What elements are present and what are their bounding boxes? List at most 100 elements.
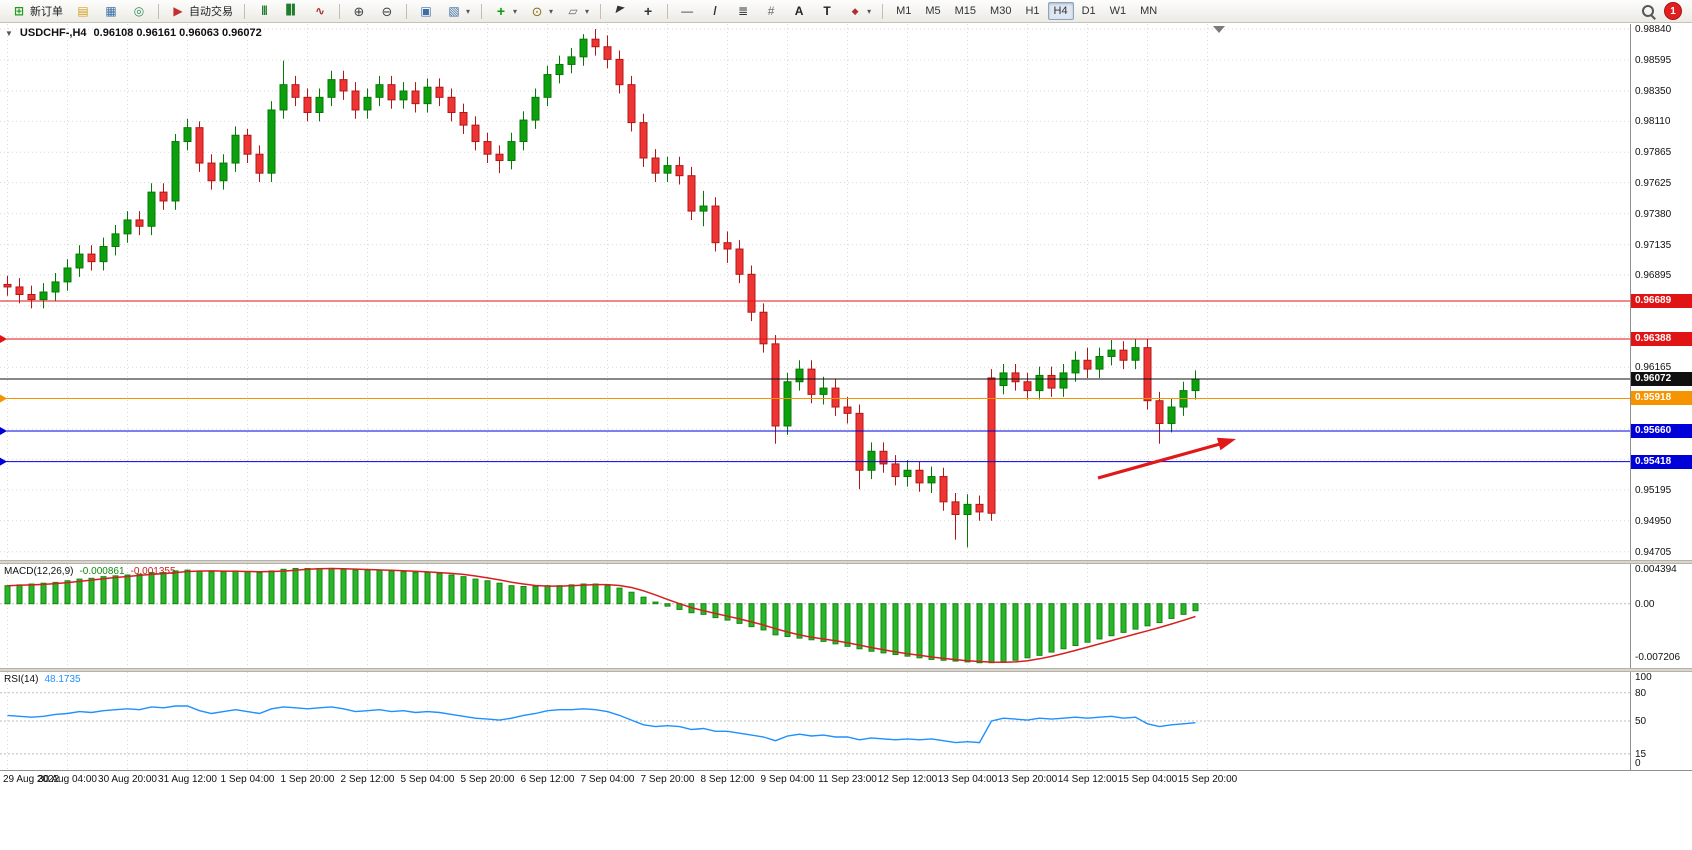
zoom-in-button[interactable]: ⊕: [346, 1, 372, 22]
notification-badge[interactable]: 1: [1664, 2, 1682, 20]
macd-label: MACD(12,26,9): [4, 566, 74, 577]
main-price-pane[interactable]: ▼ USDCHF-,H4 0.96108 0.96161 0.96063 0.9…: [0, 24, 1692, 560]
timeframe-button-h1[interactable]: H1: [1025, 5, 1040, 17]
timeframe-button-w1[interactable]: W1: [1109, 5, 1127, 17]
label-tool-button[interactable]: T: [814, 1, 840, 22]
grid-tool-button[interactable]: #: [758, 1, 784, 22]
data-window-icon: ▦: [105, 4, 117, 18]
price-badge[interactable]: 0.96388: [1631, 332, 1692, 347]
zoom-in-icon: ⊕: [353, 3, 365, 19]
macd-header: MACD(12,26,9) -0.000861 -0.001355: [4, 566, 176, 577]
rsi-plot: [0, 672, 1630, 770]
toolbar-separator: [339, 3, 340, 19]
cascade-windows-button[interactable]: ▧ ▾: [441, 1, 475, 22]
text-tool-button[interactable]: A: [786, 1, 812, 22]
auto-trading-label: 自动交易: [189, 6, 233, 18]
time-axis-label: 30 Aug 04:00: [38, 774, 97, 785]
horizontal-line-tool-button[interactable]: —: [674, 1, 700, 22]
candlestick-button[interactable]: ▋▍: [279, 1, 305, 22]
time-axis-label: 9 Sep 04:00: [760, 774, 815, 785]
fibonacci-tool-button[interactable]: ≣: [730, 1, 756, 22]
time-axis[interactable]: 29 Aug 2022 30 Aug 04:00 30 Aug 20:00 31 Au…: [0, 770, 1692, 790]
price-axis-label: 0.97135: [1635, 239, 1672, 251]
bar-chart-button[interactable]: |||: [251, 1, 277, 22]
price-badge[interactable]: 0.95418: [1631, 454, 1692, 469]
price-badge[interactable]: 0.96072: [1631, 371, 1692, 386]
price-axis-label: 0.98595: [1635, 55, 1672, 67]
dropdown-caret-icon: ▾: [585, 6, 590, 16]
time-axis-label: 2 Sep 12:00: [340, 774, 395, 785]
zoom-out-button[interactable]: ⊖: [374, 1, 400, 22]
indicators-button[interactable]: + ▾: [488, 1, 522, 22]
rsi-axis-label: 100: [1635, 672, 1652, 683]
grid-icon: #: [767, 4, 775, 18]
time-axis-label: 1 Sep 20:00: [280, 774, 335, 785]
trendline-tool-button[interactable]: /: [702, 1, 728, 22]
tile-windows-button[interactable]: ▣: [413, 1, 439, 22]
tile-windows-icon: ▣: [420, 4, 432, 18]
macd-axis-label: 0.004394: [1635, 564, 1677, 575]
toolbar-separator: [667, 3, 669, 19]
auto-trading-button[interactable]: ▶ 自动交易: [165, 1, 238, 22]
price-axis-label: 0.97625: [1635, 177, 1672, 189]
time-axis-label: 15 Sep 20:00: [1177, 774, 1238, 785]
search-icon[interactable]: [1640, 3, 1656, 19]
toolbar-right: 1: [1640, 2, 1686, 20]
timeframe-button-m15[interactable]: M15: [954, 5, 977, 17]
rsi-axis-label: 0: [1635, 758, 1641, 769]
rsi-axis[interactable]: 100 80 50 15 0: [1630, 672, 1692, 770]
label-icon: T: [823, 4, 831, 18]
rsi-label: RSI(14): [4, 674, 39, 685]
price-axis[interactable]: 0.98840 0.98595 0.98350 0.98110 0.97865 0.976…: [1630, 24, 1692, 560]
market-watch-icon: ▤: [77, 4, 89, 18]
price-axis-label: 0.96165: [1635, 362, 1672, 374]
templates-button[interactable]: ▱ ▾: [560, 1, 594, 22]
time-axis-label: 5 Sep 04:00: [400, 774, 455, 785]
timeframe-button-d1[interactable]: D1: [1081, 5, 1096, 17]
new-order-button[interactable]: ⊞ 新订单: [6, 1, 68, 22]
rsi-axis-label: 50: [1635, 716, 1647, 727]
price-axis-label: 0.98110: [1635, 116, 1671, 128]
market-watch-button[interactable]: ▤: [70, 1, 96, 22]
candlestick-plot[interactable]: [0, 24, 1630, 560]
navigator-button[interactable]: ◎: [126, 1, 152, 22]
periods-button[interactable]: ⊙ ▾: [524, 1, 558, 22]
timeframe-group: M1 M5 M15 M30 H1 H4 D1 W1 MN: [889, 2, 1164, 20]
macd-signal-value: -0.001355: [130, 566, 176, 577]
macd-axis[interactable]: 0.004394 0.00 -0.007206: [1630, 564, 1692, 668]
timeframe-button-mn[interactable]: MN: [1140, 5, 1158, 17]
rsi-axis-label: 80: [1635, 687, 1647, 699]
shapes-tool-button[interactable]: ◆ ▾: [842, 1, 876, 22]
rsi-pane[interactable]: RSI(14) 48.1735 100 80 50 15 0: [0, 672, 1692, 770]
line-chart-icon: ∿: [314, 4, 326, 18]
candlestick-icon: ▋▍: [286, 5, 299, 16]
line-chart-button[interactable]: ∿: [307, 1, 333, 22]
timeframe-button-m30[interactable]: M30: [990, 5, 1012, 17]
data-window-button[interactable]: ▦: [98, 1, 124, 22]
notification-count: 1: [1670, 5, 1676, 17]
price-badge[interactable]: 0.95660: [1631, 424, 1692, 439]
time-axis-label: 1 Sep 04:00: [220, 774, 275, 785]
pane-splitter[interactable]: [0, 560, 1692, 564]
zoom-out-icon: ⊖: [381, 3, 393, 19]
one-click-trading-toggle[interactable]: ▼: [5, 28, 13, 38]
shapes-icon: ◆: [851, 5, 859, 16]
price-badge[interactable]: 0.96689: [1631, 293, 1692, 308]
macd-pane[interactable]: MACD(12,26,9) -0.000861 -0.001355 0.0043…: [0, 564, 1692, 668]
trendline-icon: /: [713, 4, 717, 18]
timeframe-button-m5[interactable]: M5: [925, 5, 941, 17]
price-badge[interactable]: 0.95918: [1631, 391, 1692, 406]
dropdown-caret-icon: ▾: [867, 6, 872, 16]
macd-axis-label: -0.007206: [1635, 652, 1681, 663]
pane-splitter[interactable]: [0, 668, 1692, 672]
trend-arrow-annotation: [1097, 437, 1236, 480]
macd-plot: [0, 564, 1630, 668]
timeframe-button-m1[interactable]: M1: [896, 5, 912, 17]
timeframe-button-h4[interactable]: H4: [1047, 2, 1074, 20]
crosshair-tool-button[interactable]: +: [635, 1, 661, 22]
cursor-tool-button[interactable]: ◤: [607, 1, 633, 22]
time-axis-label: 13 Sep 04:00: [937, 774, 998, 785]
crosshair-icon: +: [643, 3, 653, 19]
cursor-icon: ◤: [615, 4, 626, 17]
